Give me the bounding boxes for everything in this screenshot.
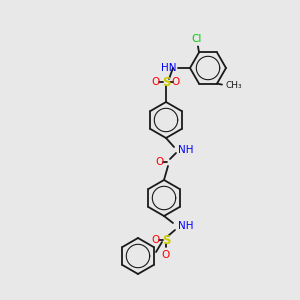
Text: S: S xyxy=(162,76,170,88)
Text: CH₃: CH₃ xyxy=(225,81,242,90)
Text: NH: NH xyxy=(178,145,194,155)
Text: O: O xyxy=(152,235,160,245)
Text: O: O xyxy=(156,157,164,167)
Text: Cl: Cl xyxy=(192,34,202,44)
Text: O: O xyxy=(152,77,160,87)
Text: NH: NH xyxy=(178,221,194,231)
Text: O: O xyxy=(162,250,170,260)
Text: HN: HN xyxy=(160,63,176,73)
Text: O: O xyxy=(172,77,180,87)
Text: S: S xyxy=(162,233,170,247)
